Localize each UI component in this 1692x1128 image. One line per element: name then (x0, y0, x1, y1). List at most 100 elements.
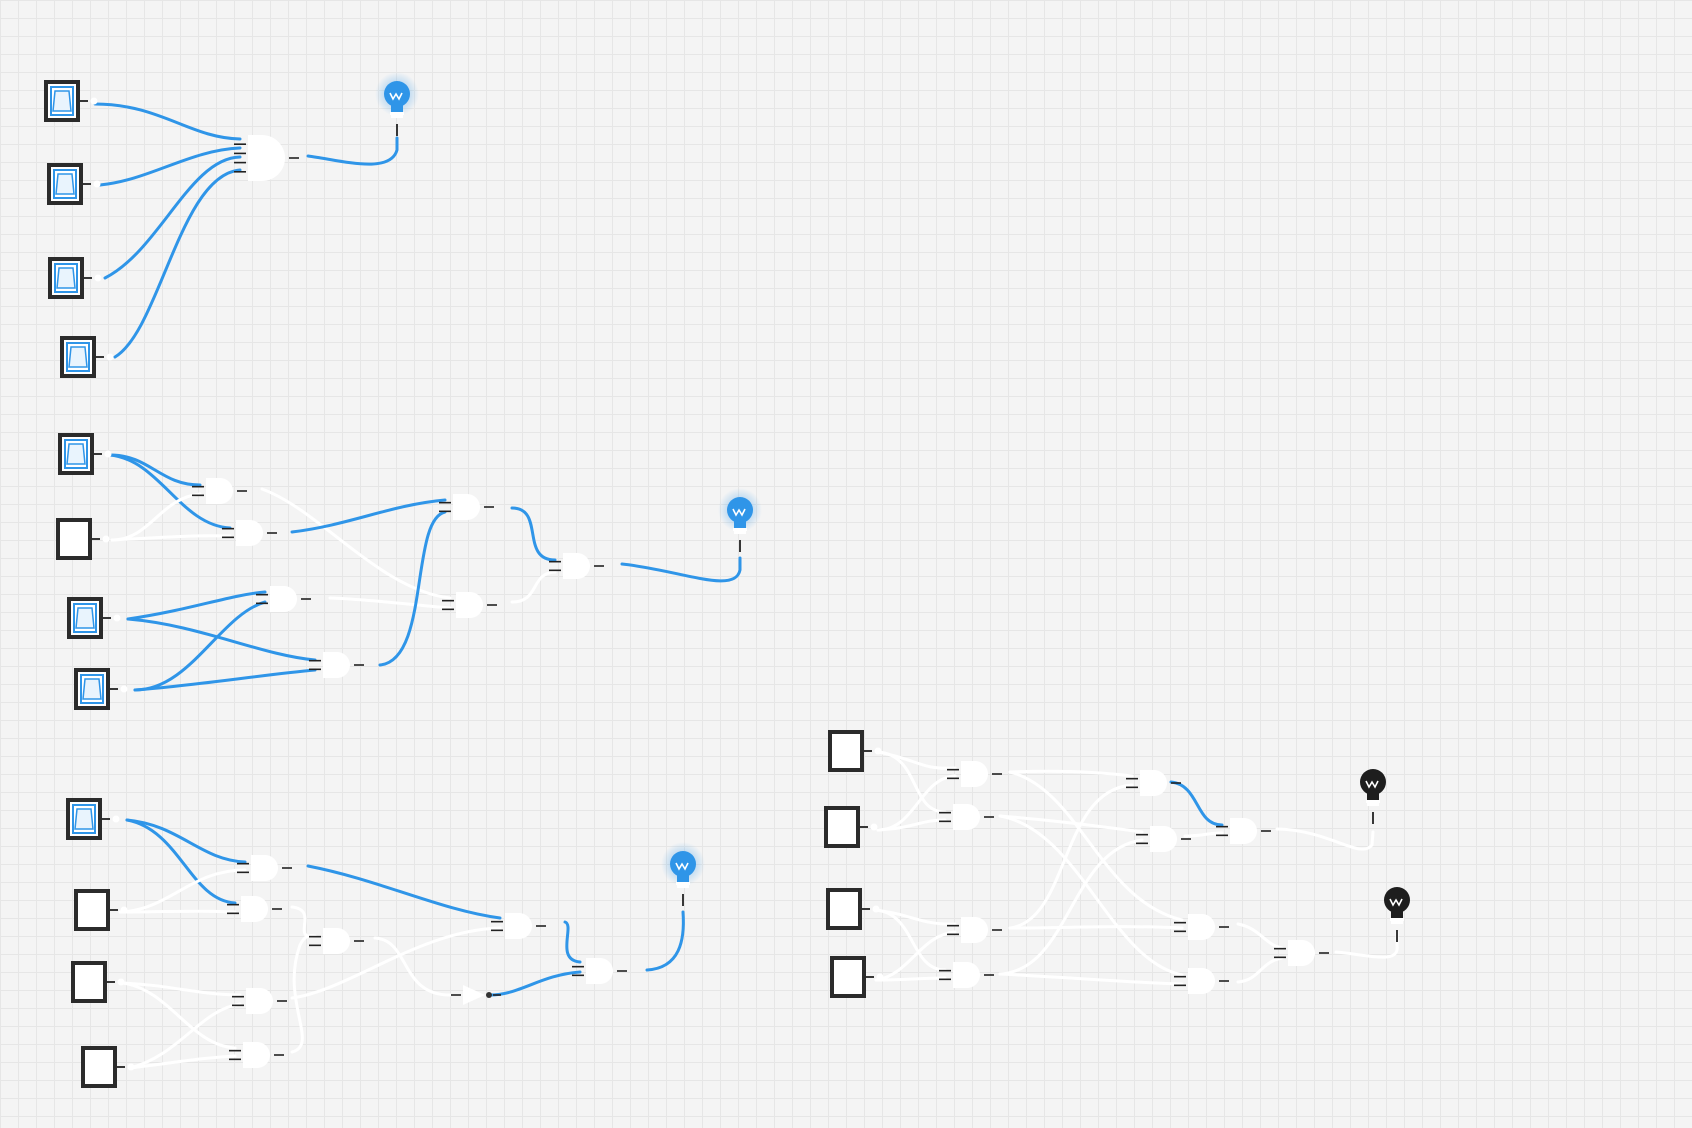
and-gate-icon[interactable] (237, 855, 292, 881)
toggle-switch-icon[interactable] (60, 336, 114, 378)
connector-dot (120, 906, 128, 914)
gate-body (236, 520, 263, 546)
switch-frame (824, 806, 860, 848)
and-gate-icon[interactable] (232, 988, 287, 1014)
toggle-switch-icon[interactable] (830, 956, 884, 998)
and-gate-icon[interactable] (491, 913, 546, 939)
wire (1169, 780, 1224, 827)
bulb-glass (670, 851, 696, 877)
bulb-glass (1360, 769, 1386, 795)
wire (125, 818, 247, 864)
gate-body (1288, 940, 1315, 966)
wire (126, 590, 267, 621)
and-gate-icon[interactable] (229, 1042, 284, 1068)
wire (488, 970, 582, 997)
and-gate-icon[interactable] (227, 896, 282, 922)
and-gate-icon[interactable] (439, 494, 494, 520)
and-gate-icon[interactable] (222, 520, 277, 546)
switch-frame (826, 888, 862, 930)
wire (1008, 770, 1184, 922)
bulb-neck (1367, 792, 1379, 800)
wire (110, 492, 202, 542)
and-gate-icon[interactable] (1174, 914, 1229, 940)
toggle-switch-icon[interactable] (826, 888, 880, 930)
and-gate-icon[interactable] (939, 962, 994, 988)
wire (510, 570, 557, 604)
light-bulb-icon (1384, 887, 1410, 942)
toggle-switch-icon[interactable] (74, 668, 128, 710)
and-gate-icon[interactable] (572, 958, 627, 984)
bulb-base-band (391, 115, 403, 118)
toggle-switch-icon[interactable] (48, 257, 102, 299)
bulb-base-band (734, 531, 746, 534)
gate-body (1230, 818, 1257, 844)
toggle-switch-icon[interactable] (67, 597, 121, 639)
wire (306, 864, 502, 920)
circuit-4 (873, 750, 1399, 986)
and-gate-icon[interactable] (309, 928, 364, 954)
gate-body (505, 913, 532, 939)
and-gate-icon[interactable] (192, 478, 247, 504)
switch-paddle (75, 607, 95, 629)
gate-body (241, 896, 268, 922)
wire (876, 818, 947, 832)
and-gate-icon[interactable] (1216, 818, 1271, 844)
wire (998, 814, 1184, 977)
wire (328, 596, 452, 610)
circuit-1 (93, 102, 399, 359)
and-gate-icon[interactable] (1274, 940, 1329, 966)
switch-frame (74, 889, 110, 931)
wire (121, 981, 237, 1050)
gate-body (953, 962, 980, 988)
circuit-2-wires (108, 453, 742, 692)
bulb-glass (1384, 887, 1410, 913)
toggle-switch-icon[interactable] (828, 730, 882, 772)
wire (876, 750, 947, 814)
and-gate-icon[interactable] (1126, 770, 1181, 796)
bulb-base-band (1366, 800, 1380, 803)
toggle-switch-icon[interactable] (74, 889, 128, 931)
and-gate-icon[interactable] (256, 586, 311, 612)
and-gate-icon[interactable] (1136, 826, 1191, 852)
and-gate-icon[interactable] (549, 553, 604, 579)
wire (645, 910, 685, 972)
toggle-switch-icon[interactable] (47, 163, 101, 205)
gate-body (456, 592, 483, 618)
toggle-switch-icon[interactable] (824, 806, 878, 848)
wire (290, 905, 317, 938)
wire (873, 908, 947, 972)
toggle-switch-icon[interactable] (71, 961, 125, 1003)
switch-paddle (55, 173, 75, 195)
and-gate-icon[interactable] (309, 652, 364, 678)
bulb-base-band (390, 112, 404, 115)
toggle-switch-icon[interactable] (44, 80, 98, 122)
gate-body (961, 761, 988, 787)
switch-frame (830, 956, 866, 998)
wire (1008, 783, 1134, 930)
and-gate-icon[interactable] (234, 135, 299, 181)
wire (133, 668, 317, 692)
wire (113, 168, 242, 359)
circuit-4-wires (873, 750, 1399, 986)
wire (108, 453, 232, 530)
wire (998, 838, 1144, 976)
switch-layer (44, 80, 884, 1088)
toggle-switch-icon[interactable] (81, 1046, 135, 1088)
wire (1236, 922, 1284, 950)
bulb-neck (1391, 910, 1403, 918)
and-gate-icon[interactable] (947, 917, 1002, 943)
toggle-switch-icon[interactable] (66, 798, 120, 840)
and-gate-icon[interactable] (442, 592, 497, 618)
wire (290, 926, 502, 1000)
connector-dot (876, 973, 884, 981)
switch-frame (81, 1046, 117, 1088)
toggle-switch-icon[interactable] (58, 433, 112, 475)
and-gate-icon[interactable] (947, 761, 1002, 787)
wire (1236, 956, 1284, 984)
and-gate-icon[interactable] (939, 804, 994, 830)
switch-paddle (82, 678, 102, 700)
toggle-switch-icon[interactable] (56, 518, 110, 560)
not-gate-icon[interactable] (451, 985, 501, 1005)
and-gate-icon[interactable] (1174, 968, 1229, 994)
bulb-filament (1365, 780, 1379, 789)
